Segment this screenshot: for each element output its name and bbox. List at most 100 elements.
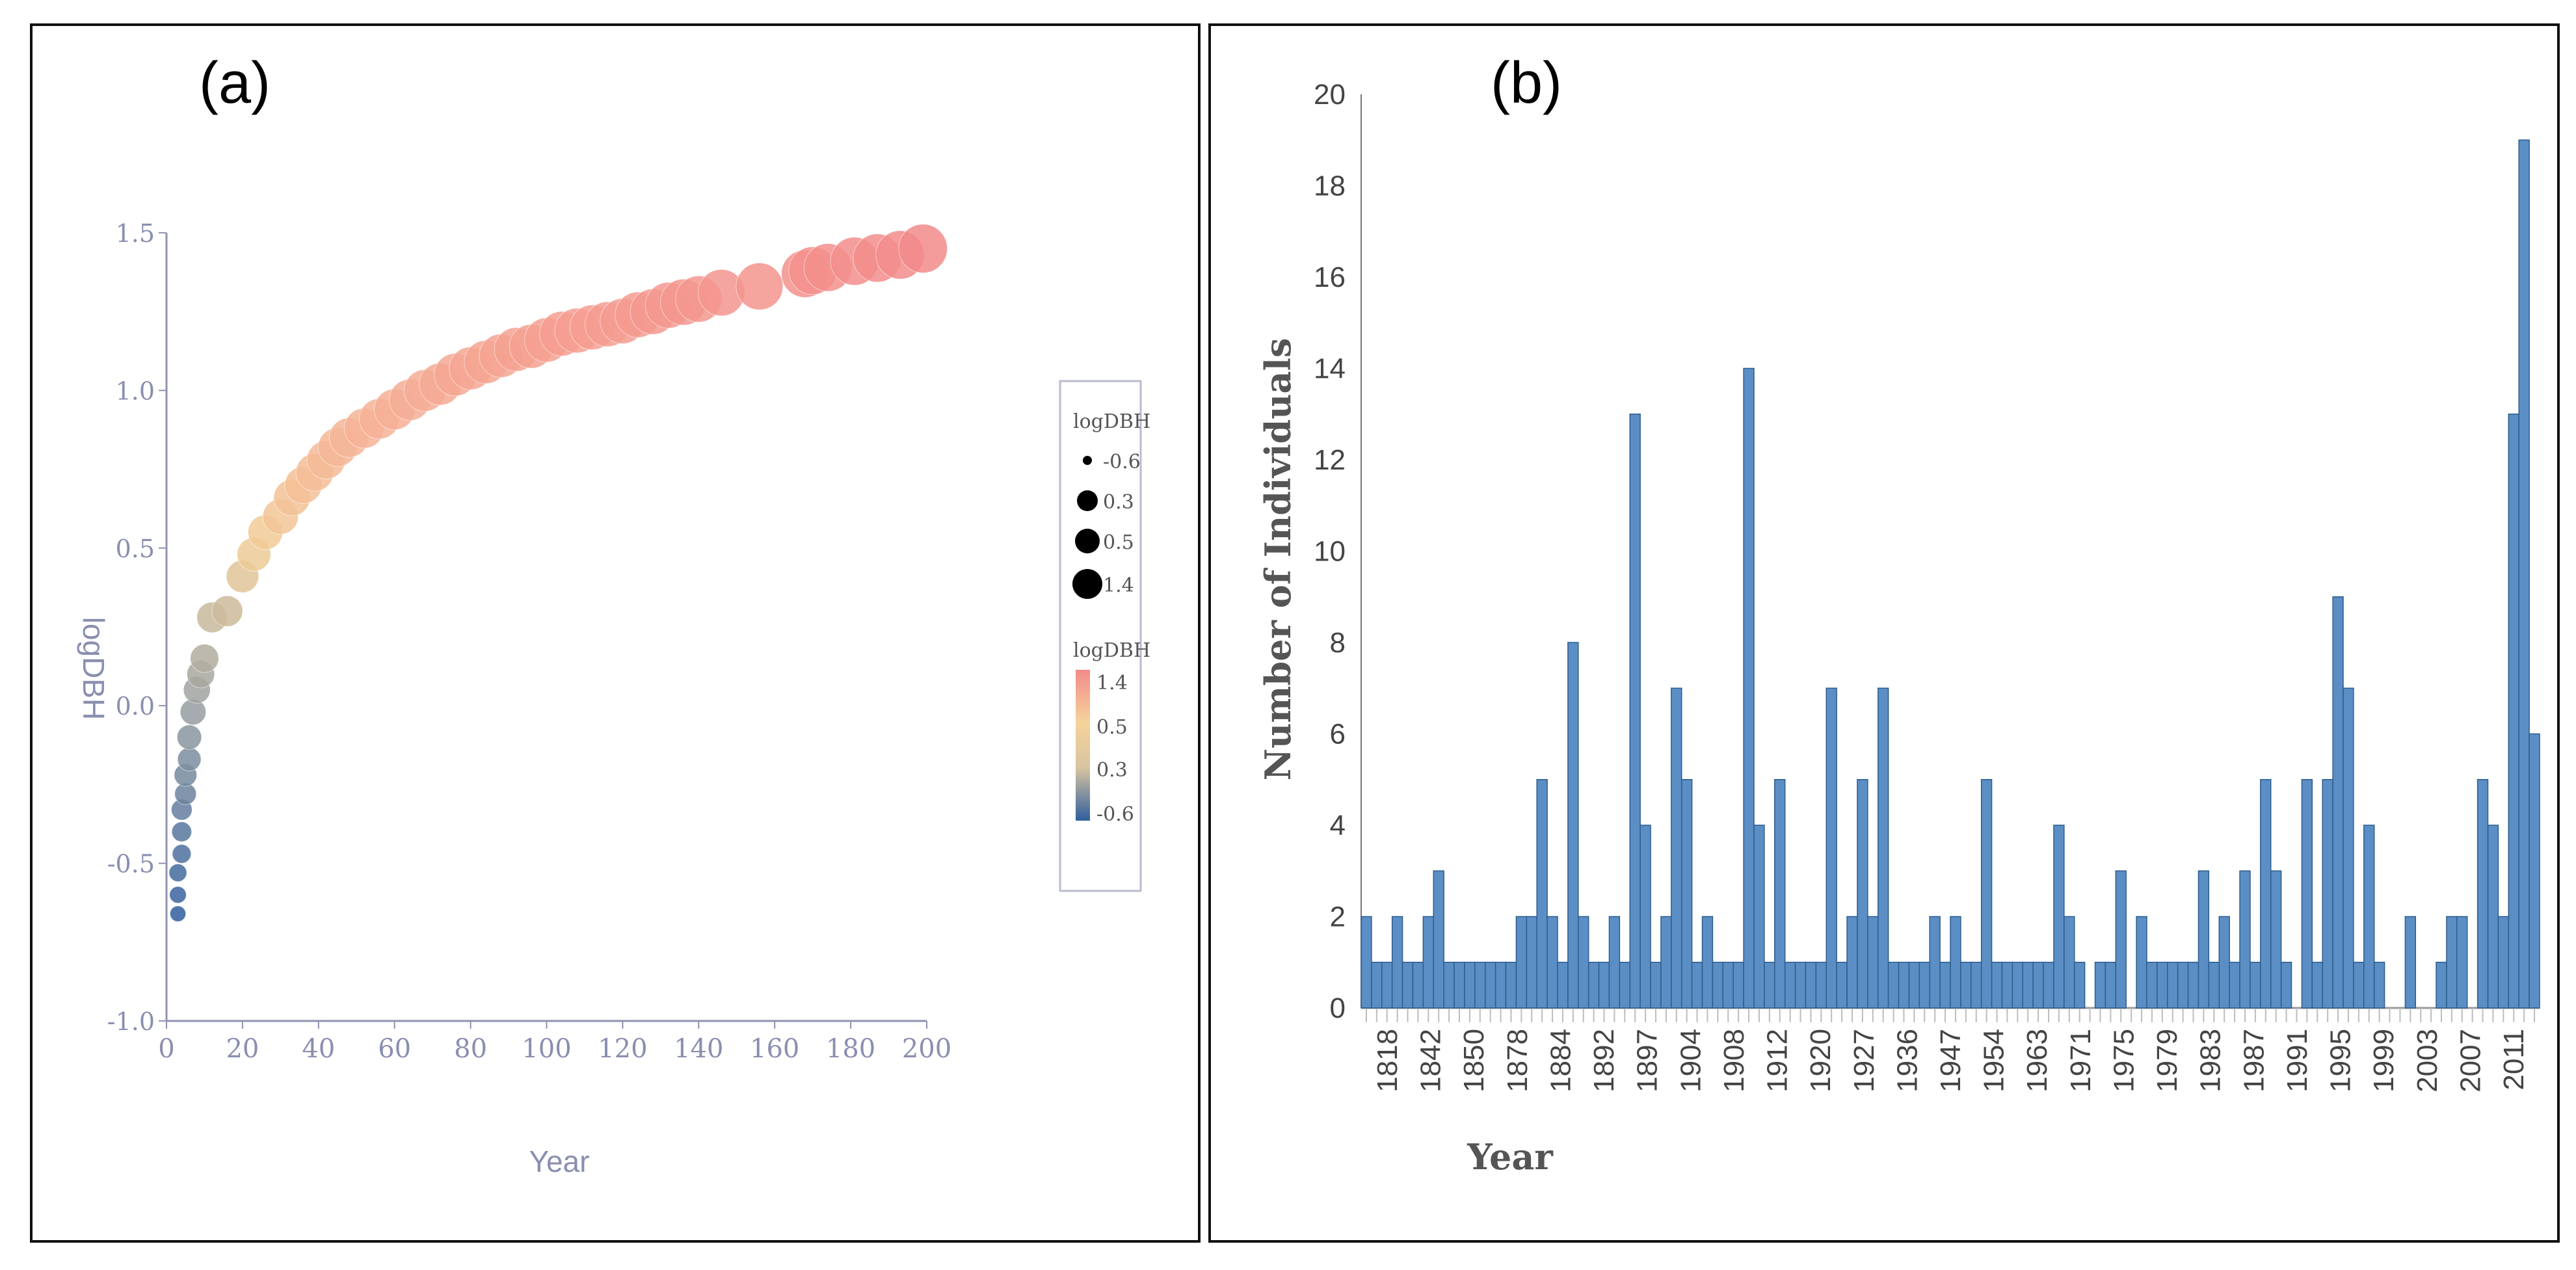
bar xyxy=(2260,779,2272,1009)
y-tick-label: 1.0 xyxy=(116,377,155,405)
bar xyxy=(2322,779,2333,1009)
bar xyxy=(2229,962,2240,1009)
x-tick-label: 1818 xyxy=(1372,1029,1403,1092)
x-tick-label: 160 xyxy=(750,1034,799,1064)
bar xyxy=(2508,414,2519,1009)
bar xyxy=(1671,687,1682,1009)
size-legend-label: -0.6 xyxy=(1103,451,1141,473)
bar xyxy=(2094,962,2106,1009)
x-tick-label: 1975 xyxy=(2108,1029,2140,1092)
y-tick-label: 0.5 xyxy=(116,535,155,563)
x-tick-label: 1904 xyxy=(1675,1029,1706,1092)
x-tick-label: 1927 xyxy=(1848,1029,1880,1092)
bar xyxy=(1640,825,1651,1009)
x-tick-label: 20 xyxy=(226,1034,259,1064)
bar xyxy=(2239,870,2251,1009)
x-tick-label: 1963 xyxy=(2021,1029,2053,1092)
size-legend-dot xyxy=(1077,490,1098,511)
data-point xyxy=(736,262,784,310)
bar xyxy=(1464,962,1476,1009)
bar xyxy=(2311,962,2323,1009)
legend: logDBH -0.6 0.3 0.5 1.4 logDBH 1.4 0.5 0 xyxy=(1059,380,1150,892)
bar xyxy=(2198,870,2210,1009)
y-tick-label: 0 xyxy=(1330,992,1346,1024)
bar xyxy=(1815,962,1827,1009)
bar xyxy=(1526,916,1537,1009)
y-tick-label: 4 xyxy=(1330,810,1346,841)
x-tick-label: 1936 xyxy=(1891,1029,1923,1092)
bar xyxy=(2456,916,2468,1009)
bar xyxy=(1887,962,1900,1009)
y-tick-label: 2 xyxy=(1330,901,1346,933)
bar xyxy=(1515,916,1528,1009)
bar xyxy=(1743,367,1755,1009)
size-legend-dot xyxy=(1083,456,1092,465)
bar xyxy=(1598,962,1610,1009)
bar xyxy=(2404,916,2417,1009)
x-tick-label: 1995 xyxy=(2325,1029,2357,1092)
bar xyxy=(1805,962,1817,1009)
y-tick-label: 20 xyxy=(1314,79,1346,111)
x-tick-label: 1983 xyxy=(2195,1029,2227,1092)
x-tick-label: 2011 xyxy=(2498,1029,2530,1091)
bar xyxy=(2363,825,2375,1009)
x-tick-label: 1850 xyxy=(1458,1029,1490,1092)
bar xyxy=(1619,962,1631,1009)
bar xyxy=(1950,916,1961,1009)
panel-b-label: (b) xyxy=(1491,51,1562,116)
bar xyxy=(2064,916,2075,1009)
bar xyxy=(1846,916,1858,1009)
x-tick-label: 1991 xyxy=(2281,1029,2313,1092)
size-legend-title: logDBH xyxy=(1073,410,1150,433)
bar xyxy=(1722,962,1734,1009)
size-legend-label: 0.5 xyxy=(1103,531,1134,554)
size-legend-dot xyxy=(1075,529,1100,553)
x-tick-label: 1947 xyxy=(1935,1029,1967,1092)
bar xyxy=(2476,779,2489,1009)
bar xyxy=(2332,596,2344,1009)
bar xyxy=(1484,962,1496,1009)
x-axis-title: Year xyxy=(529,1144,590,1178)
color-legend-title: logDBH xyxy=(1073,639,1150,662)
bar xyxy=(1505,962,1517,1009)
color-legend-label: 0.5 xyxy=(1096,716,1128,739)
bar xyxy=(1361,916,1372,1009)
size-legend-label: 0.3 xyxy=(1103,491,1134,514)
x-tick-label: 1892 xyxy=(1588,1029,1620,1092)
bar xyxy=(2032,962,2044,1009)
bar xyxy=(1587,962,1600,1009)
x-tick-label: 100 xyxy=(522,1034,571,1064)
x-tick-label: 1999 xyxy=(2368,1029,2400,1092)
y-tick-label: 1.5 xyxy=(116,219,155,248)
bar xyxy=(1474,962,1486,1009)
bar xyxy=(1401,962,1414,1009)
bar xyxy=(1733,962,1744,1009)
y-tick-label: -0.5 xyxy=(107,850,155,879)
data-point xyxy=(176,724,202,750)
bar xyxy=(1629,414,1641,1009)
x-tick-label: 1979 xyxy=(2151,1029,2183,1092)
x-tick-label: 2003 xyxy=(2411,1029,2443,1092)
bar xyxy=(1494,962,1507,1009)
bar xyxy=(1608,916,1621,1009)
bar xyxy=(1443,962,1455,1009)
size-legend-label: 1.4 xyxy=(1103,574,1134,597)
y-tick-label: 16 xyxy=(1314,261,1346,293)
bar xyxy=(1980,779,1993,1009)
size-legend-dot xyxy=(1072,569,1102,599)
panel-b-bar: (b) 0 2 4 6 8 10 12 14 16 18 20 1818 1842 1850 1878 18… xyxy=(1208,23,2560,1243)
bar xyxy=(2250,962,2261,1009)
bar xyxy=(2343,687,2354,1009)
bar xyxy=(1929,916,1941,1009)
bar xyxy=(1557,962,1569,1009)
bar xyxy=(1753,825,1765,1009)
bar xyxy=(1391,916,1403,1009)
bar xyxy=(1857,779,1868,1009)
bar xyxy=(1774,779,1786,1009)
scatter-chart: (a) 0 20 40 60 80 100 120 140 160 180 200 -1.0 -0.5 0… xyxy=(77,51,1150,1178)
bar xyxy=(2529,733,2540,1009)
bar xyxy=(1867,916,1879,1009)
x-tick-label: 60 xyxy=(378,1034,411,1064)
x-tick-label: 1987 xyxy=(2238,1029,2270,1092)
panel-a-label: (a) xyxy=(199,51,271,116)
